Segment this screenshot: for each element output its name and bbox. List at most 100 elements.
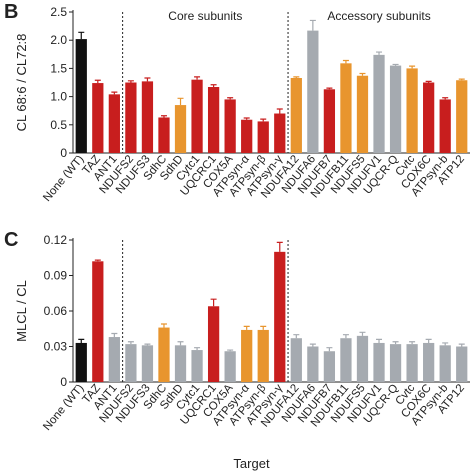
bar <box>389 65 402 153</box>
error-bar <box>392 63 399 66</box>
bar <box>224 351 236 382</box>
error-bar <box>309 343 316 347</box>
error-bar <box>309 19 316 31</box>
bar <box>141 81 154 153</box>
error-bar <box>326 87 333 90</box>
error-bar <box>78 31 85 40</box>
error-bar <box>144 343 151 346</box>
error-bar <box>111 332 118 338</box>
error-bar <box>177 97 184 106</box>
bar <box>224 99 236 153</box>
error-bar <box>326 347 333 352</box>
x-tick-label: None (WT) <box>41 382 86 433</box>
error-bar <box>342 59 349 64</box>
error-bar <box>425 80 432 83</box>
error-bar <box>392 341 399 345</box>
y-tick-label: 0.5 <box>50 118 67 132</box>
error-bar <box>177 341 184 346</box>
bar <box>108 94 120 153</box>
error-bar <box>260 325 267 330</box>
error-bar <box>359 72 366 76</box>
error-bar <box>276 108 283 114</box>
y-tick-label: 0.03 <box>44 340 68 354</box>
bar <box>75 342 87 382</box>
y-tick-label: 0.06 <box>44 304 68 318</box>
bar <box>174 345 187 382</box>
error-bar <box>210 298 217 307</box>
error-bar <box>194 76 201 80</box>
error-bar <box>94 259 101 262</box>
y-tick-label: 0.09 <box>44 269 68 283</box>
error-bar <box>160 323 167 328</box>
bar <box>373 342 385 382</box>
bar <box>423 342 435 382</box>
bar <box>323 351 336 382</box>
error-bar <box>111 91 118 95</box>
error-bar <box>94 79 101 84</box>
bar <box>158 327 170 382</box>
annotation: Accessory subunits <box>327 9 430 23</box>
bar <box>191 350 203 382</box>
bar <box>456 346 468 382</box>
y-axis-label: CL 68:6 / CL72:8 <box>14 34 29 132</box>
error-bar <box>276 241 283 252</box>
y-tick-label: 2.5 <box>50 5 67 19</box>
error-bar <box>442 342 449 346</box>
x-axis-label: Target <box>233 456 270 471</box>
error-bar <box>376 51 383 55</box>
bar <box>92 83 104 153</box>
bar <box>141 345 154 382</box>
y-tick-label: 1.0 <box>50 90 67 104</box>
error-bar <box>243 117 250 120</box>
bar <box>439 99 451 153</box>
bar <box>423 82 435 153</box>
bar <box>191 79 203 153</box>
error-bar <box>194 347 201 351</box>
bar <box>340 338 352 382</box>
bar <box>75 39 87 153</box>
bar <box>158 117 170 153</box>
bar <box>456 80 468 153</box>
error-bar <box>160 115 167 118</box>
bar <box>389 344 402 382</box>
y-tick-label: 1.5 <box>50 61 67 75</box>
bar <box>406 68 418 153</box>
bar <box>207 306 220 382</box>
bar <box>307 30 319 153</box>
y-tick-label: 0 <box>60 375 67 389</box>
error-bar <box>342 334 349 339</box>
bar <box>290 77 302 153</box>
bar <box>406 344 418 382</box>
error-bar <box>409 65 416 69</box>
bar <box>290 338 302 382</box>
bar <box>323 89 336 153</box>
bar <box>108 337 120 382</box>
error-bar <box>78 338 85 343</box>
bar <box>207 87 220 153</box>
error-bar <box>425 338 432 343</box>
bar <box>125 344 137 382</box>
error-bar <box>293 76 300 78</box>
error-bar <box>293 334 300 339</box>
y-tick-label: 0 <box>60 146 67 160</box>
bar <box>340 63 352 153</box>
y-axis-label: MLCL / CL <box>14 280 29 342</box>
bar <box>125 82 137 153</box>
y-tick-label: 0.12 <box>44 233 68 247</box>
bar <box>274 113 286 153</box>
y-tick-label: 2.0 <box>50 33 67 47</box>
error-bar <box>227 97 234 100</box>
error-bar <box>458 343 465 347</box>
error-bar <box>260 118 267 122</box>
error-bar <box>442 97 449 100</box>
bar <box>307 346 319 382</box>
bar <box>274 251 286 382</box>
bar <box>257 121 269 153</box>
bar <box>356 75 369 153</box>
error-bar <box>376 338 383 343</box>
panel-label: B <box>4 1 18 23</box>
bar <box>439 345 451 382</box>
bar <box>373 54 385 153</box>
error-bar <box>127 341 134 345</box>
